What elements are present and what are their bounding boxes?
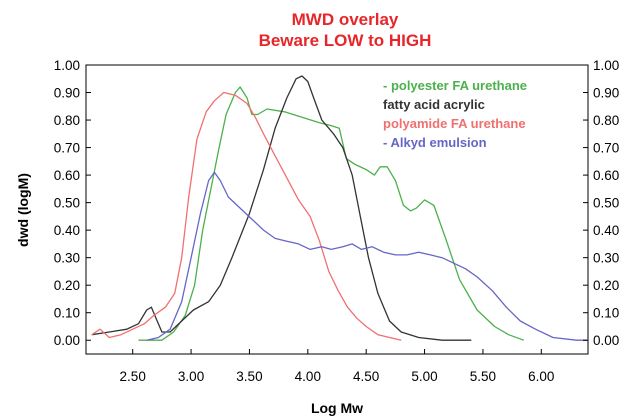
y-tick-label-right: 0.10 bbox=[593, 306, 619, 321]
x-tick-label: 6.00 bbox=[528, 369, 554, 384]
y-tick-label-right: 0.60 bbox=[593, 168, 619, 183]
tick-layer: 0.00 0.00 0.10 0.10 0.20 0.20 0.30 0.30 0.40 0.40… bbox=[54, 58, 620, 384]
x-tick-label: 4.50 bbox=[353, 369, 379, 384]
y-tick-label-right: 0.40 bbox=[593, 223, 619, 238]
y-tick-label-right: 0.20 bbox=[593, 278, 619, 293]
y-tick-label-left: 0.50 bbox=[54, 196, 80, 211]
y-tick-label-left: 0.40 bbox=[54, 223, 80, 238]
y-tick-label-left: 0.80 bbox=[54, 113, 80, 128]
legend: - polyester FA urethane fatty acid acryli… bbox=[383, 78, 527, 150]
x-tick-label: 3.00 bbox=[178, 369, 204, 384]
y-axis-title: dwd (logM) bbox=[15, 173, 31, 247]
y-tick-label-left: 0.10 bbox=[54, 306, 80, 321]
y-tick-label-left: 0.70 bbox=[54, 141, 80, 156]
y-tick-label-right: 0.00 bbox=[593, 333, 619, 348]
x-tick-label: 3.50 bbox=[236, 369, 262, 384]
y-tick-label-right: 0.70 bbox=[593, 141, 619, 156]
y-tick-label-right: 1.00 bbox=[593, 58, 619, 73]
chart-title: MWD overlay bbox=[292, 10, 399, 29]
legend-entry-fatty-acid-acrylic: fatty acid acrylic bbox=[383, 97, 485, 112]
x-tick-label: 5.00 bbox=[411, 369, 437, 384]
x-tick-label: 4.00 bbox=[295, 369, 321, 384]
y-tick-label-left: 0.30 bbox=[54, 251, 80, 266]
series-line-alkyd-emulsion bbox=[147, 172, 588, 340]
y-tick-label-right: 0.80 bbox=[593, 113, 619, 128]
x-tick-label: 2.50 bbox=[120, 369, 146, 384]
series-line-polyamide-fa-urethane bbox=[92, 93, 401, 341]
y-tick-label-left: 0.60 bbox=[54, 168, 80, 183]
chart-subtitle: Beware LOW to HIGH bbox=[259, 31, 432, 50]
legend-entry-alkyd-emulsion: - Alkyd emulsion bbox=[383, 135, 487, 150]
y-tick-label-left: 0.20 bbox=[54, 278, 80, 293]
legend-entry-polyester-fa-urethane: - polyester FA urethane bbox=[383, 78, 527, 93]
y-tick-label-right: 0.50 bbox=[593, 196, 619, 211]
y-tick-label-right: 0.90 bbox=[593, 86, 619, 101]
x-axis-title: Log Mw bbox=[311, 400, 363, 416]
x-tick-label: 5.50 bbox=[470, 369, 496, 384]
legend-entry-polyamide-fa-urethane: polyamide FA urethane bbox=[383, 116, 526, 131]
y-tick-label-right: 0.30 bbox=[593, 251, 619, 266]
y-tick-label-left: 0.00 bbox=[54, 333, 80, 348]
y-tick-label-left: 0.90 bbox=[54, 86, 80, 101]
y-tick-label-left: 1.00 bbox=[54, 58, 80, 73]
